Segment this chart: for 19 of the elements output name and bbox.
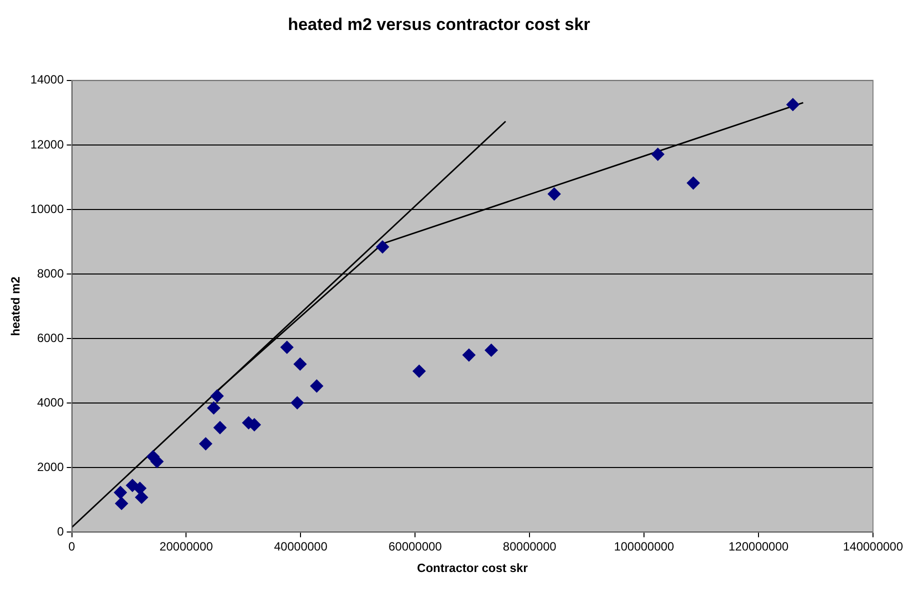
y-tick-label: 2000 — [37, 460, 64, 474]
x-tick-label: 80000000 — [502, 540, 557, 554]
x-tick-label: 40000000 — [274, 540, 328, 554]
x-tick-label: 0 — [68, 540, 76, 554]
x-tick-label: 140000000 — [842, 540, 904, 554]
chart-title: heated m2 versus contractor cost skr — [288, 14, 591, 34]
x-tick-label: 120000000 — [728, 540, 789, 554]
y-tick-label: 14000 — [30, 72, 64, 87]
x-axis-title: Contractor cost skr — [417, 561, 528, 576]
y-tick-label: 10000 — [30, 202, 64, 216]
x-tick-label: 20000000 — [160, 540, 214, 554]
y-tick-label: 4000 — [37, 395, 64, 410]
y-tick-label: 8000 — [37, 266, 64, 280]
y-tick-label: 0 — [57, 524, 64, 539]
y-axis-title: heated m2 — [8, 276, 23, 336]
y-tick-label: 6000 — [37, 330, 64, 345]
x-tick-label: 100000000 — [614, 540, 674, 554]
x-tick-label: 60000000 — [388, 540, 442, 554]
y-tick-label: 12000 — [30, 137, 64, 152]
